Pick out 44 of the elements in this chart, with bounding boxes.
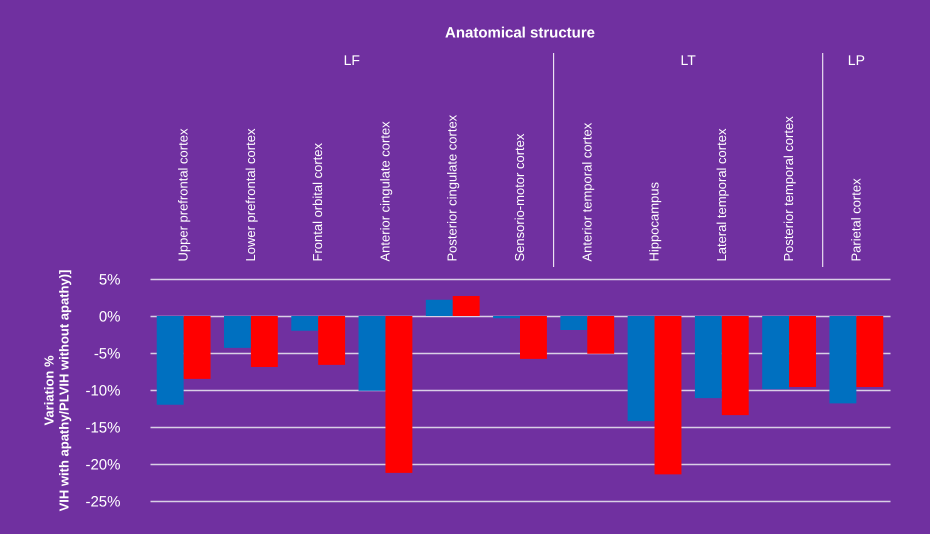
- x-tick-label: Frontal orbital cortex: [310, 142, 326, 262]
- bar: [385, 316, 412, 473]
- bar: [318, 316, 346, 365]
- bar: [762, 316, 790, 390]
- bar: [250, 316, 278, 368]
- y-tick-label: 0%: [98, 308, 120, 326]
- x-tick-label: Hippocampus: [646, 182, 662, 262]
- x-tick-label: Sensorio-motor cortex: [512, 133, 527, 262]
- bar: [426, 300, 453, 316]
- bar: [224, 316, 251, 348]
- y-tick-label: -5%: [94, 346, 120, 362]
- y-axis-title: Variation % VIH with apathy/PLVIH without apathy)]: [41, 270, 72, 512]
- bar: [789, 316, 816, 388]
- bar: [628, 316, 655, 422]
- y-tick-label: 5%: [98, 272, 120, 288]
- bar: [856, 316, 884, 388]
- bar: [452, 296, 480, 316]
- bar: [587, 316, 614, 354]
- bar: [291, 316, 318, 331]
- x-tick-label: Lateral temporal cortex: [714, 128, 729, 262]
- x-tick-label: Anterior temporal cortex: [579, 122, 594, 262]
- text: LP: [848, 52, 865, 68]
- x-tick-label: Posterior temporal cortex: [781, 116, 796, 262]
- bar: [654, 316, 682, 474]
- y-tick-label: -25%: [85, 494, 120, 510]
- bar: [694, 316, 722, 398]
- bar: [520, 316, 547, 359]
- text: LF: [344, 52, 360, 68]
- text: LT: [680, 52, 696, 68]
- bar: [560, 316, 588, 330]
- x-tick-label: Anterior cingulate cortex: [377, 120, 392, 262]
- x-tick-label: Lower prefrontal cortex: [242, 128, 258, 262]
- bar: [184, 316, 211, 379]
- x-tick-label: Parietal cortex: [848, 178, 864, 262]
- bar: [156, 316, 184, 405]
- y-tick-label: -20%: [85, 456, 120, 474]
- x-tick-label: Upper prefrontal cortex: [176, 128, 191, 262]
- chart-title: Anatomical structure: [444, 24, 596, 42]
- y-tick-label: -15%: [85, 420, 120, 436]
- bar: [829, 316, 856, 404]
- bar: [358, 316, 386, 391]
- x-tick-label: Posterior cingulate cortex: [444, 114, 460, 262]
- y-tick-label: -10%: [85, 382, 120, 400]
- bar: [722, 316, 749, 416]
